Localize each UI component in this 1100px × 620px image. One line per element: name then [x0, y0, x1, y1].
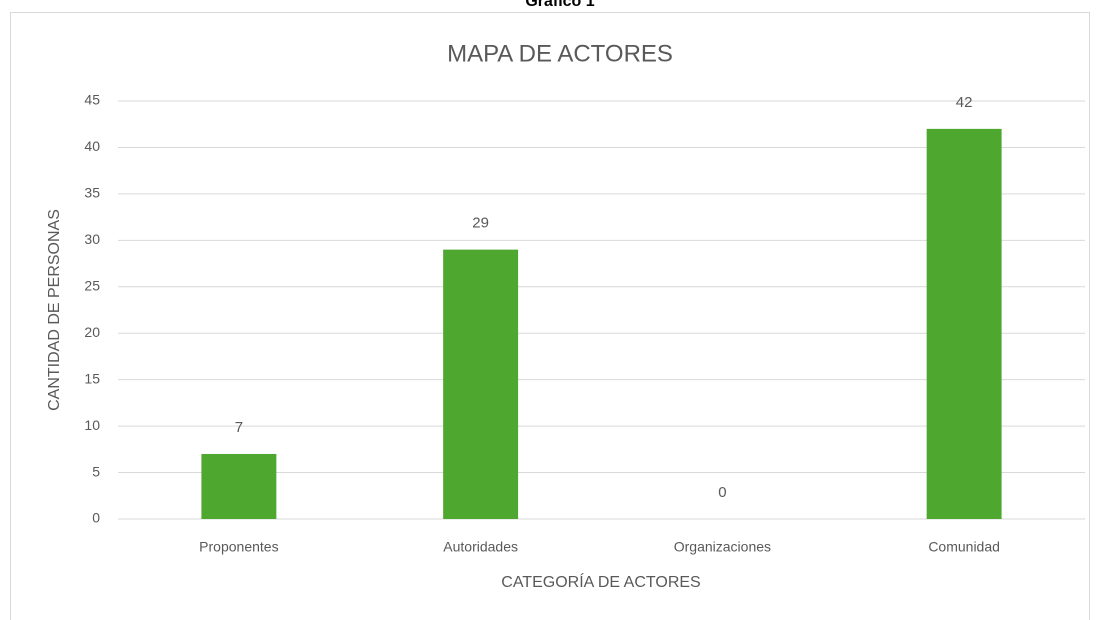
chart-title: MAPA DE ACTORES — [447, 40, 673, 67]
bar — [443, 249, 519, 519]
data-label: 29 — [472, 215, 489, 232]
x-tick-label: Comunidad — [928, 539, 1000, 555]
x-axis-label: CATEGORÍA DE ACTORES — [501, 572, 700, 591]
caption: Gráfico 1 — [525, 0, 594, 10]
data-label: 0 — [718, 484, 726, 501]
y-tick-label: 20 — [84, 324, 100, 340]
data-label: 7 — [235, 419, 243, 436]
y-tick-label: 40 — [84, 138, 100, 154]
x-tick-label: Autoridades — [443, 539, 518, 555]
y-tick-label: 35 — [84, 185, 100, 201]
y-tick-label: 45 — [84, 92, 100, 108]
bar — [201, 453, 277, 519]
bar — [926, 128, 1002, 519]
y-tick-label: 0 — [92, 510, 100, 526]
y-tick-label: 15 — [84, 370, 100, 386]
y-axis-label: CANTIDAD DE PERSONAS — [46, 209, 63, 411]
y-tick-label: 25 — [84, 277, 100, 293]
y-tick-label: 10 — [84, 417, 100, 433]
data-label: 42 — [956, 94, 973, 111]
x-tick-label: Organizaciones — [674, 539, 771, 555]
y-tick-label: 30 — [84, 231, 100, 247]
x-tick-label: Proponentes — [199, 539, 278, 555]
y-tick-label: 5 — [92, 463, 100, 479]
